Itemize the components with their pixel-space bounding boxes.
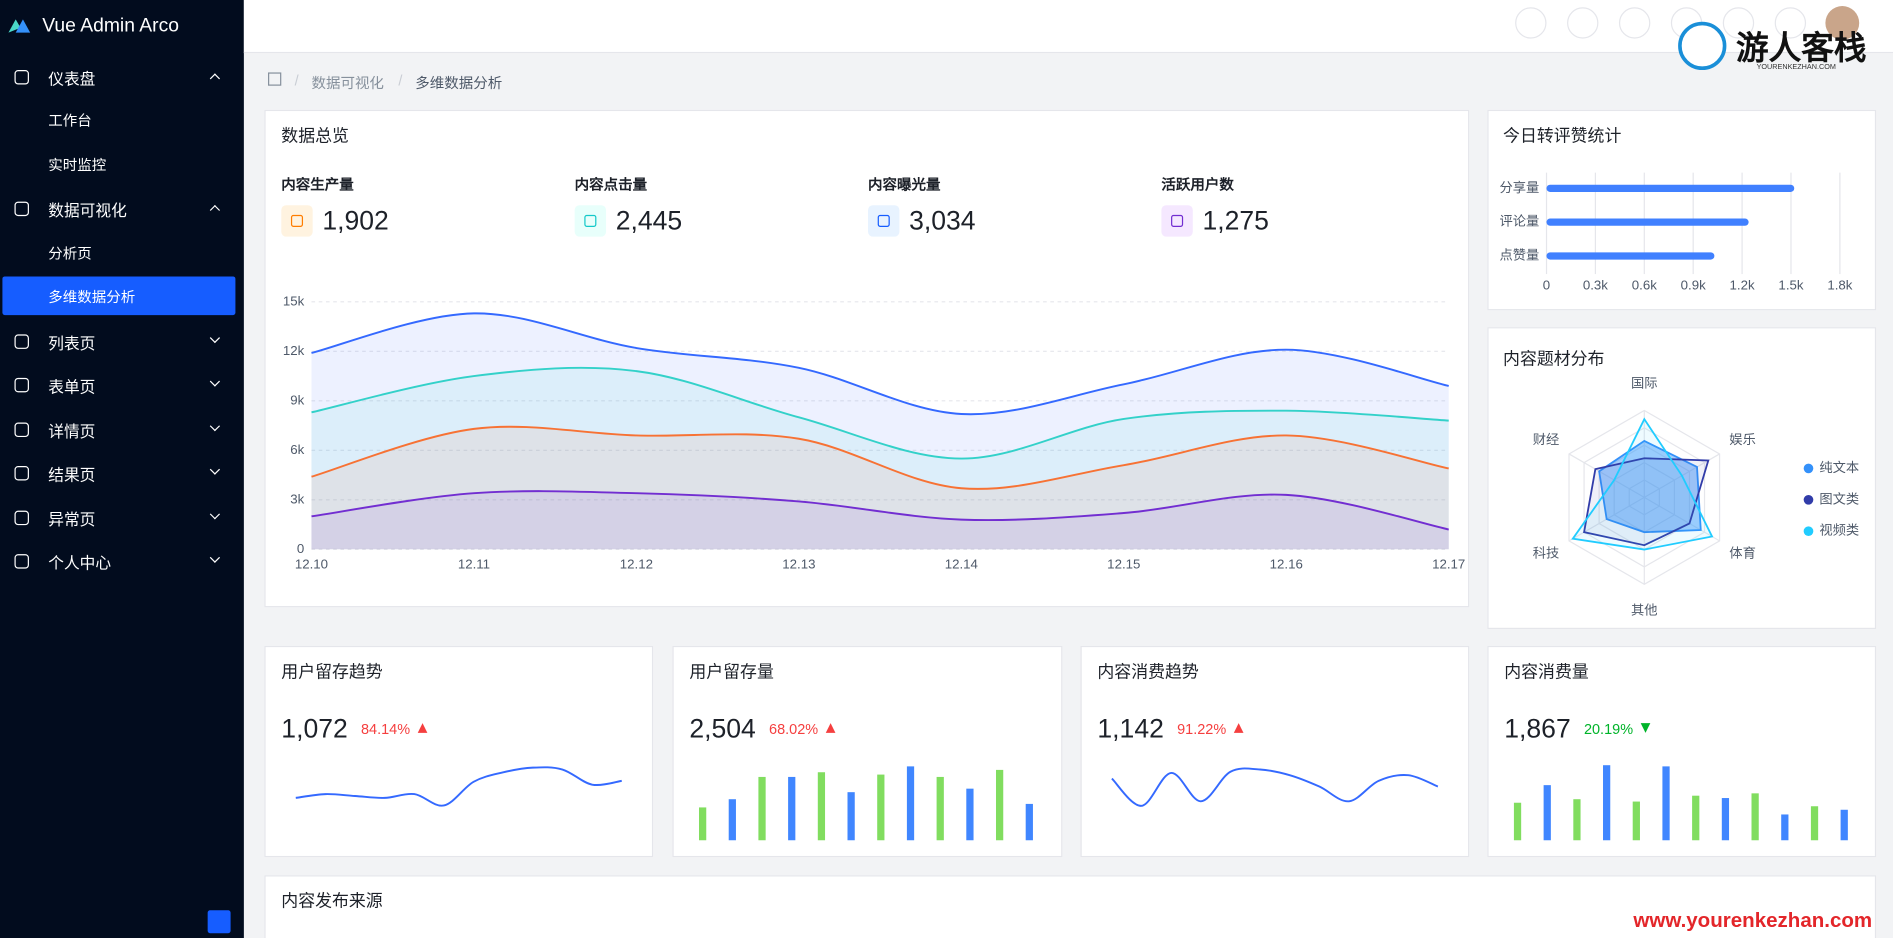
stat-value: 3,034 — [909, 205, 976, 236]
mini-total: 1,142 — [1097, 713, 1164, 744]
mini-change: 20.19% — [1583, 720, 1634, 738]
mini-card: 内容消费趋势 1,142 91.22% — [1080, 645, 1470, 858]
trend-arrow — [1233, 723, 1244, 733]
chevron — [209, 464, 221, 475]
menu-item[interactable]: 仪表盘 — [48, 70, 96, 89]
chevron — [209, 376, 221, 387]
trend-arrow — [1640, 723, 1651, 733]
watermark-domain: YOURENKEZHAN.COM — [1756, 63, 1836, 72]
bar-card: 今日转评赞统计 — [1487, 109, 1877, 311]
menu-item[interactable]: 列表页 — [48, 334, 96, 353]
mini-card: 用户留存趋势 1,072 84.14% — [264, 645, 654, 858]
submenu-item[interactable]: 分析页 — [48, 244, 92, 262]
stat-icon — [574, 205, 607, 237]
logo — [8, 19, 31, 33]
chevron — [209, 332, 221, 343]
mini-card: 用户留存量 2,504 68.02% — [672, 645, 1063, 858]
mini-total: 1,072 — [281, 713, 348, 744]
breadcrumb-icon — [268, 72, 282, 86]
stat-glyph — [290, 214, 304, 227]
menu-item[interactable]: 详情页 — [48, 422, 96, 441]
stat-label: 内容曝光量 — [868, 176, 941, 194]
stat-value: 1,902 — [322, 205, 389, 236]
header-icon[interactable] — [1618, 7, 1651, 39]
chevron — [209, 205, 221, 216]
header-icon[interactable] — [1515, 7, 1547, 39]
card-title: 内容题材分布 — [1503, 348, 1605, 369]
menu-icon — [14, 510, 29, 525]
mini-card: 内容消费量 1,867 20.19% — [1487, 645, 1877, 858]
stat-value: 1,275 — [1202, 205, 1269, 236]
menu-icon — [14, 466, 29, 481]
card-title: 内容消费量 — [1504, 661, 1589, 681]
card-title: 内容发布来源 — [281, 890, 383, 911]
trend-arrow — [825, 723, 836, 733]
submenu-item[interactable]: 工作台 — [48, 112, 92, 130]
mini-change: 84.14% — [360, 720, 411, 738]
stat-icon — [1161, 205, 1193, 237]
stat-label: 内容生产量 — [281, 176, 354, 194]
card-title: 内容消费趋势 — [1097, 661, 1199, 681]
stat-icon — [868, 205, 900, 237]
card-title: 今日转评赞统计 — [1503, 125, 1622, 145]
sidebar: Vue Admin Arco 仪表盘工作台实时监控数据可视化分析页多维数据分析列… — [0, 0, 244, 938]
trend-arrow — [417, 723, 428, 733]
mini-change: 68.02% — [769, 720, 819, 738]
stat-label: 内容点击量 — [574, 176, 648, 194]
watermark-url: www.yourenkezhan.com — [1633, 909, 1873, 933]
menu-icon — [14, 422, 29, 437]
menu-icon — [14, 70, 29, 85]
menu-item[interactable]: 异常页 — [48, 510, 96, 529]
menu-icon — [14, 334, 29, 349]
stat-icon — [281, 205, 313, 237]
breadcrumb-sep: / — [398, 72, 403, 90]
active-bg — [2, 276, 236, 316]
menu-icon — [14, 554, 29, 569]
menu-item[interactable]: 结果页 — [48, 466, 96, 485]
submenu-item[interactable]: 多维数据分析 — [48, 288, 136, 306]
card-title: 用户留存趋势 — [281, 661, 383, 681]
avatar[interactable] — [1825, 6, 1860, 40]
mini-total: 2,504 — [689, 713, 756, 744]
chevron — [209, 508, 221, 519]
card-title: 用户留存量 — [689, 661, 774, 681]
overview-card: 数据总览 — [264, 109, 1470, 608]
chevron — [209, 73, 221, 84]
card-title: 数据总览 — [281, 125, 349, 145]
radar-card: 内容题材分布 — [1487, 327, 1877, 629]
watermark-logo — [1678, 21, 1727, 71]
menu-icon — [14, 378, 29, 393]
header-icon[interactable] — [1722, 7, 1755, 39]
stat-value: 2,445 — [615, 205, 683, 236]
mini-total: 1,867 — [1504, 713, 1571, 744]
header — [243, 0, 1893, 54]
menu-item[interactable]: 数据可视化 — [48, 202, 127, 221]
header-icon[interactable] — [1774, 7, 1807, 39]
watermark-name: 游人客栈 — [1736, 30, 1867, 68]
stat-glyph — [584, 214, 597, 227]
stat-glyph — [877, 214, 890, 227]
header-icon[interactable] — [1567, 7, 1599, 39]
stat-glyph — [1171, 214, 1184, 227]
stat-label: 活跃用户数 — [1161, 176, 1234, 194]
menu-icon — [14, 202, 29, 217]
menu-item[interactable]: 表单页 — [48, 378, 96, 397]
chevron — [209, 552, 221, 563]
chevron — [209, 420, 221, 431]
menu-item[interactable]: 个人中心 — [48, 554, 112, 573]
collapse-button[interactable] — [207, 910, 231, 934]
breadcrumb-item[interactable]: 多维数据分析 — [415, 74, 503, 92]
breadcrumb-sep: / — [294, 72, 299, 90]
source-card: 内容发布来源 — [264, 875, 1877, 938]
mini-change: 91.22% — [1177, 720, 1227, 738]
brand: Vue Admin Arco — [42, 15, 179, 37]
submenu-item[interactable]: 实时监控 — [48, 156, 107, 174]
breadcrumb-item[interactable]: 数据可视化 — [311, 74, 384, 92]
